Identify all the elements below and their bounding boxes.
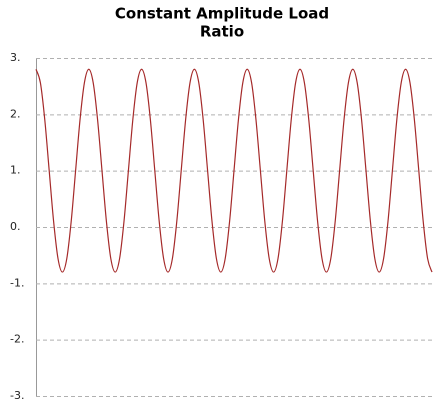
y-tick-label: -1. xyxy=(10,276,24,289)
y-tick-label: 2. xyxy=(10,107,21,120)
line xyxy=(35,68,433,273)
y-tick-label: 1. xyxy=(10,164,21,177)
y-tick-label: 0. xyxy=(10,220,21,233)
y-tick-label: -2. xyxy=(10,333,24,346)
chart-title: Ratio xyxy=(200,23,244,41)
y-tick-label: 3. xyxy=(10,51,21,64)
chart-title: Constant Amplitude Load xyxy=(115,5,329,23)
y-tick-label: -3. xyxy=(10,389,24,402)
